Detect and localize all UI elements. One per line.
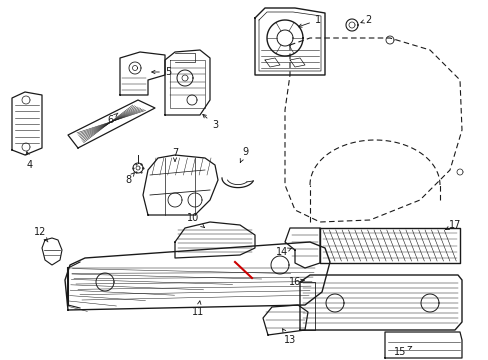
Text: 4: 4 (26, 152, 33, 170)
Text: 5: 5 (151, 67, 171, 77)
Text: 14: 14 (275, 247, 291, 257)
Text: 7: 7 (171, 148, 178, 161)
Text: 13: 13 (282, 329, 296, 345)
Text: 9: 9 (240, 147, 247, 162)
Text: 17: 17 (445, 220, 460, 230)
Text: 12: 12 (34, 227, 48, 242)
Text: 10: 10 (186, 213, 204, 228)
Text: 2: 2 (360, 15, 370, 25)
Text: 11: 11 (191, 301, 203, 317)
Text: 3: 3 (203, 114, 218, 130)
Text: 16: 16 (288, 277, 304, 287)
Text: 6: 6 (107, 113, 118, 125)
Text: 8: 8 (124, 173, 134, 185)
Text: 15: 15 (393, 346, 411, 357)
Text: 1: 1 (298, 15, 321, 27)
